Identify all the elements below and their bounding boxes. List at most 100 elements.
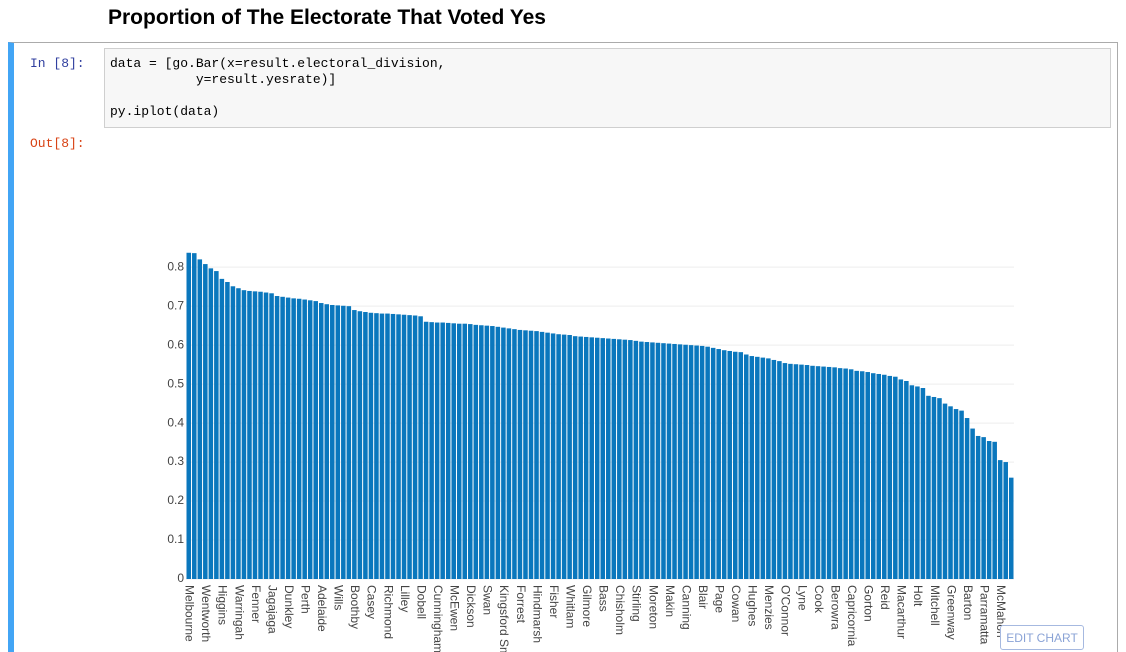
bar xyxy=(937,398,942,579)
x-tick-label: Capricornia xyxy=(845,585,859,647)
bar xyxy=(567,335,572,579)
bar xyxy=(898,379,904,579)
bar xyxy=(981,437,986,579)
bar xyxy=(285,297,291,579)
bar xyxy=(274,296,280,579)
x-tick-label: Hughes xyxy=(746,585,760,626)
x-tick-label: Macarthur xyxy=(895,585,909,639)
x-tick-label: Bass xyxy=(597,585,611,612)
x-tick-label: Higgins xyxy=(216,585,230,625)
bar xyxy=(793,364,799,579)
bar xyxy=(639,341,644,579)
bar xyxy=(926,395,931,579)
bar xyxy=(258,291,263,579)
bar xyxy=(766,358,771,579)
x-tick-label: Gilmore xyxy=(580,585,594,627)
bar xyxy=(456,323,462,579)
bar xyxy=(760,357,766,579)
bar xyxy=(970,428,975,579)
x-tick-label: Greenway xyxy=(944,585,958,640)
x-tick-label: Casey xyxy=(365,585,379,619)
bar xyxy=(412,315,418,579)
bar xyxy=(677,344,683,579)
bar xyxy=(468,324,473,579)
code-line: py.iplot(data) xyxy=(110,104,220,119)
x-tick-label: Forrest xyxy=(514,585,528,624)
bar xyxy=(661,343,666,579)
bar xyxy=(423,321,429,579)
bar xyxy=(732,351,738,579)
bar xyxy=(385,313,390,579)
bar xyxy=(307,300,313,579)
code-line: data = [go.Bar(x=result.electoral_divisi… xyxy=(110,56,446,71)
code-input[interactable]: data = [go.Bar(x=result.electoral_divisi… xyxy=(104,48,1111,128)
bar xyxy=(462,323,468,579)
bar xyxy=(821,366,826,579)
x-tick-label: Warringah xyxy=(232,585,246,640)
bar xyxy=(788,363,793,579)
bar xyxy=(186,252,192,579)
bar xyxy=(749,356,755,579)
bar xyxy=(296,298,302,579)
bar xyxy=(434,322,440,579)
x-tick-label: Moreton xyxy=(646,585,660,629)
code-line: y=result.yesrate)] xyxy=(110,72,337,87)
bar xyxy=(368,312,374,579)
x-tick-label: Lilley xyxy=(398,585,412,612)
bar xyxy=(915,386,920,579)
bar xyxy=(346,306,352,579)
bar xyxy=(959,410,964,579)
notebook-cell[interactable] xyxy=(8,42,1118,652)
x-tick-label: Parramatta xyxy=(977,585,991,645)
edit-chart-button[interactable]: EDIT CHART xyxy=(1000,625,1084,650)
x-tick-label: Dickson xyxy=(464,585,478,628)
x-tick-label: Adelaide xyxy=(315,585,329,632)
x-tick-label: Cowan xyxy=(729,585,743,622)
bar xyxy=(208,268,214,579)
bar xyxy=(837,368,843,579)
bar xyxy=(374,313,379,579)
bar xyxy=(589,337,594,579)
bar xyxy=(683,344,688,579)
bar xyxy=(517,329,523,579)
x-tick-label: Dobell xyxy=(414,585,428,619)
bar xyxy=(782,363,788,579)
x-tick-label: Boothby xyxy=(348,585,362,629)
y-tick-label: 0.4 xyxy=(167,415,184,429)
page-title: Proportion of The Electorate That Voted … xyxy=(108,6,546,29)
bar xyxy=(826,366,832,579)
bar xyxy=(572,336,578,579)
x-tick-label: Perth xyxy=(299,585,313,614)
bar xyxy=(495,326,501,579)
bar xyxy=(859,371,865,579)
bar xyxy=(622,339,628,579)
bar xyxy=(203,264,208,579)
x-tick-label: Stirling xyxy=(630,585,644,622)
bar xyxy=(909,385,915,579)
x-tick-label: Barton xyxy=(961,585,975,620)
bar xyxy=(578,336,583,579)
bar xyxy=(666,343,672,579)
bar xyxy=(744,354,749,579)
bar xyxy=(484,325,490,579)
bar xyxy=(556,334,561,579)
bar xyxy=(882,374,887,579)
bar xyxy=(644,342,650,579)
bar xyxy=(876,373,882,579)
x-tick-label: Fisher xyxy=(547,585,561,618)
in-prompt: In [8]: xyxy=(30,56,85,71)
bar xyxy=(324,304,330,579)
bar xyxy=(528,330,534,579)
bar xyxy=(848,369,854,579)
bar xyxy=(418,316,423,579)
bar xyxy=(501,327,506,579)
bar xyxy=(247,290,252,579)
y-tick-label: 0.7 xyxy=(167,298,184,312)
x-tick-label: Makin xyxy=(663,585,677,617)
bar xyxy=(887,375,893,579)
bar xyxy=(716,349,721,579)
bar xyxy=(561,334,567,579)
bar xyxy=(407,315,412,579)
bar xyxy=(650,342,655,579)
